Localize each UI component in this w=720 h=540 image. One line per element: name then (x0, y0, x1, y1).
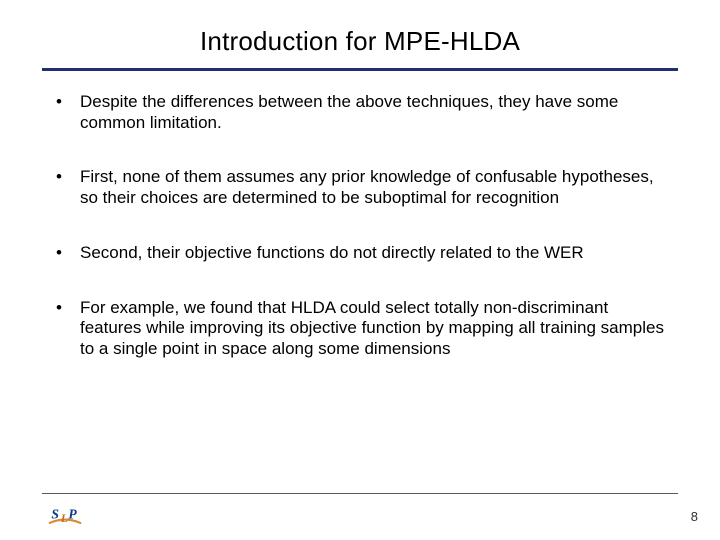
list-item: For example, we found that HLDA could se… (52, 298, 668, 360)
bullet-list: Despite the differences between the abov… (52, 92, 668, 360)
footer-divider (42, 493, 678, 494)
list-item: First, none of them assumes any prior kn… (52, 167, 668, 208)
page-number: 8 (691, 509, 698, 524)
svg-text:L: L (60, 511, 68, 525)
bullet-text: Second, their objective functions do not… (80, 243, 584, 262)
slide-body: Despite the differences between the abov… (52, 92, 668, 394)
bullet-text: For example, we found that HLDA could se… (80, 298, 664, 358)
list-item: Despite the differences between the abov… (52, 92, 668, 133)
slide: Introduction for MPE-HLDA Despite the di… (0, 0, 720, 540)
bullet-text: First, none of them assumes any prior kn… (80, 167, 654, 207)
svg-text:P: P (68, 507, 77, 522)
title-underline (42, 68, 678, 71)
slide-title: Introduction for MPE-HLDA (0, 26, 720, 57)
list-item: Second, their objective functions do not… (52, 243, 668, 264)
slp-logo-icon: S L P (48, 504, 82, 530)
svg-text:S: S (51, 507, 59, 522)
bullet-text: Despite the differences between the abov… (80, 92, 618, 132)
